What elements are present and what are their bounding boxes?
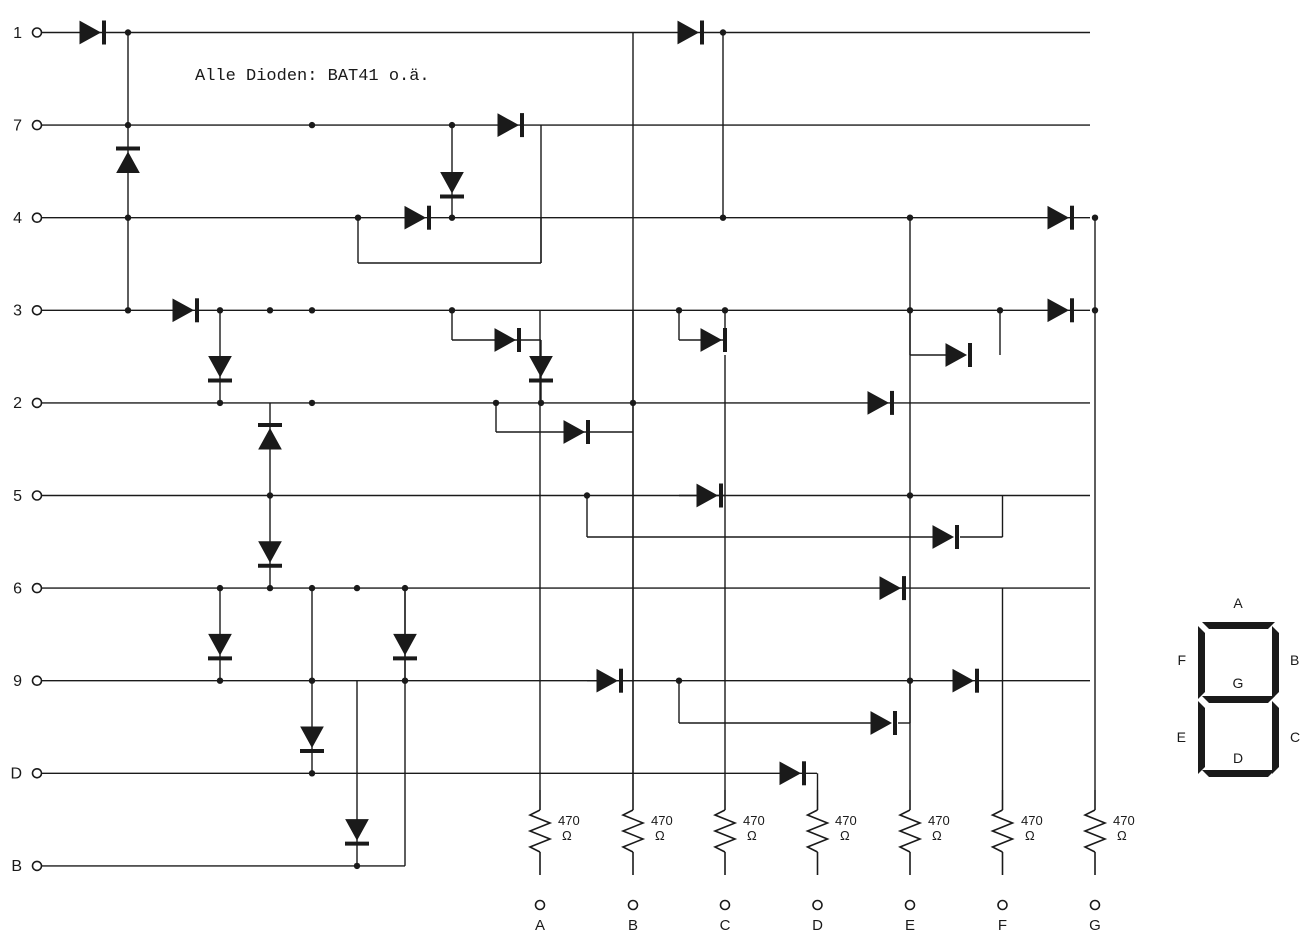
svg-text:470: 470 [743,813,765,828]
svg-text:470: 470 [928,813,950,828]
svg-text:7: 7 [13,118,22,135]
svg-text:A: A [1233,595,1243,611]
svg-text:C: C [1290,729,1300,745]
svg-text:E: E [905,917,915,934]
svg-text:Ω: Ω [932,828,942,843]
svg-text:A: A [535,917,545,934]
svg-text:470: 470 [651,813,673,828]
svg-text:Ω: Ω [840,828,850,843]
svg-text:Ω: Ω [1025,828,1035,843]
svg-text:Ω: Ω [562,828,572,843]
svg-text:Alle Dioden: BAT41 o.ä.: Alle Dioden: BAT41 o.ä. [195,67,430,86]
svg-text:G: G [1233,675,1244,691]
svg-text:1: 1 [13,25,22,42]
svg-text:Ω: Ω [747,828,757,843]
svg-text:C: C [720,917,731,934]
svg-text:6: 6 [13,581,22,598]
svg-text:F: F [998,917,1007,934]
svg-text:3: 3 [13,303,22,320]
svg-text:Ω: Ω [655,828,665,843]
svg-text:D: D [10,766,22,783]
svg-text:B: B [628,917,638,934]
svg-text:B: B [11,858,22,875]
svg-text:470: 470 [558,813,580,828]
svg-text:9: 9 [13,673,22,690]
svg-text:4: 4 [13,210,22,227]
svg-text:470: 470 [1021,813,1043,828]
svg-text:F: F [1177,652,1186,668]
svg-text:470: 470 [1113,813,1135,828]
svg-text:470: 470 [835,813,857,828]
svg-text:5: 5 [13,488,22,505]
svg-text:2: 2 [13,395,22,412]
svg-text:Ω: Ω [1117,828,1127,843]
svg-text:E: E [1177,729,1186,745]
svg-text:G: G [1089,917,1101,934]
svg-text:D: D [1233,750,1243,766]
svg-text:D: D [812,917,823,934]
svg-text:B: B [1290,652,1299,668]
